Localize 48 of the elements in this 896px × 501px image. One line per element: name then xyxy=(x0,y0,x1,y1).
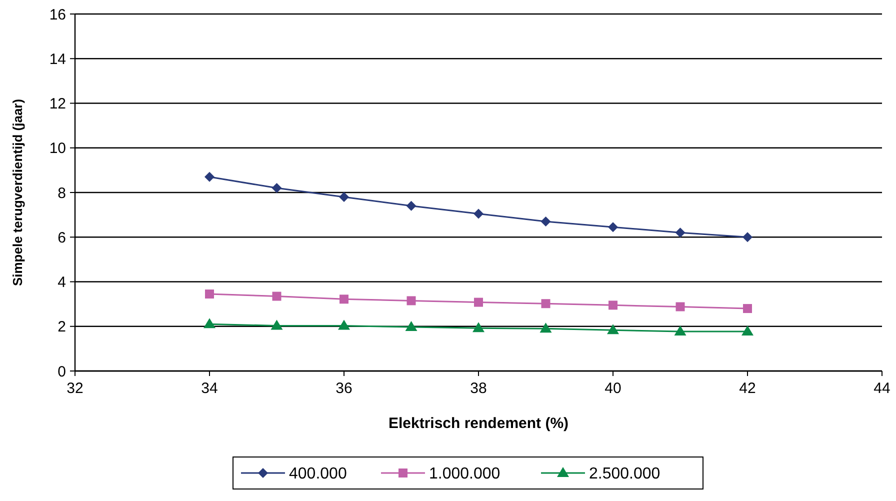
point xyxy=(405,321,418,332)
point xyxy=(608,222,618,232)
legend-label: 2.500.000 xyxy=(589,466,660,483)
point xyxy=(272,292,282,301)
point xyxy=(204,172,214,182)
point xyxy=(742,232,752,242)
point xyxy=(674,326,686,336)
point xyxy=(340,294,348,304)
x-tick-label: 34 xyxy=(201,380,218,397)
point xyxy=(406,296,416,306)
point xyxy=(339,192,349,202)
x-tick-label: 36 xyxy=(336,380,352,397)
point xyxy=(474,298,483,307)
point xyxy=(608,300,618,310)
point xyxy=(272,183,282,194)
y-tick-label: 10 xyxy=(49,140,66,158)
legend-label: 400.000 xyxy=(289,466,347,483)
x-tick-label: 40 xyxy=(604,380,622,397)
point xyxy=(204,318,216,328)
x-tick-label: 32 xyxy=(66,380,84,397)
y-tick-label: 8 xyxy=(58,184,66,202)
point xyxy=(270,320,283,330)
y-tick-label: 12 xyxy=(49,96,66,112)
point xyxy=(676,302,685,312)
y-tick-label: 14 xyxy=(49,50,66,68)
y-tick-label: 16 xyxy=(49,6,66,24)
point xyxy=(338,320,350,330)
x-tick-label: 42 xyxy=(739,380,756,397)
point xyxy=(406,200,416,211)
y-axis-title: Simpele terugverdientijd (jaar) xyxy=(10,98,25,286)
y-tick-label: 0 xyxy=(58,363,66,380)
point xyxy=(472,322,484,332)
point xyxy=(540,216,551,227)
legend-label: 1.000.000 xyxy=(429,466,500,483)
point xyxy=(743,304,752,314)
point xyxy=(540,322,552,333)
y-tick-label: 2 xyxy=(58,318,66,336)
x-tick-label: 44 xyxy=(874,380,890,397)
y-tick-label: 6 xyxy=(58,229,66,246)
point xyxy=(474,208,484,219)
x-tick-label: 38 xyxy=(470,380,487,397)
point xyxy=(742,326,754,336)
y-tick-label: 4 xyxy=(58,274,66,291)
point xyxy=(675,228,686,238)
point xyxy=(205,290,214,299)
x-axis-title: Elektrisch rendement (%) xyxy=(388,415,569,432)
point xyxy=(607,324,619,334)
point xyxy=(541,299,550,308)
